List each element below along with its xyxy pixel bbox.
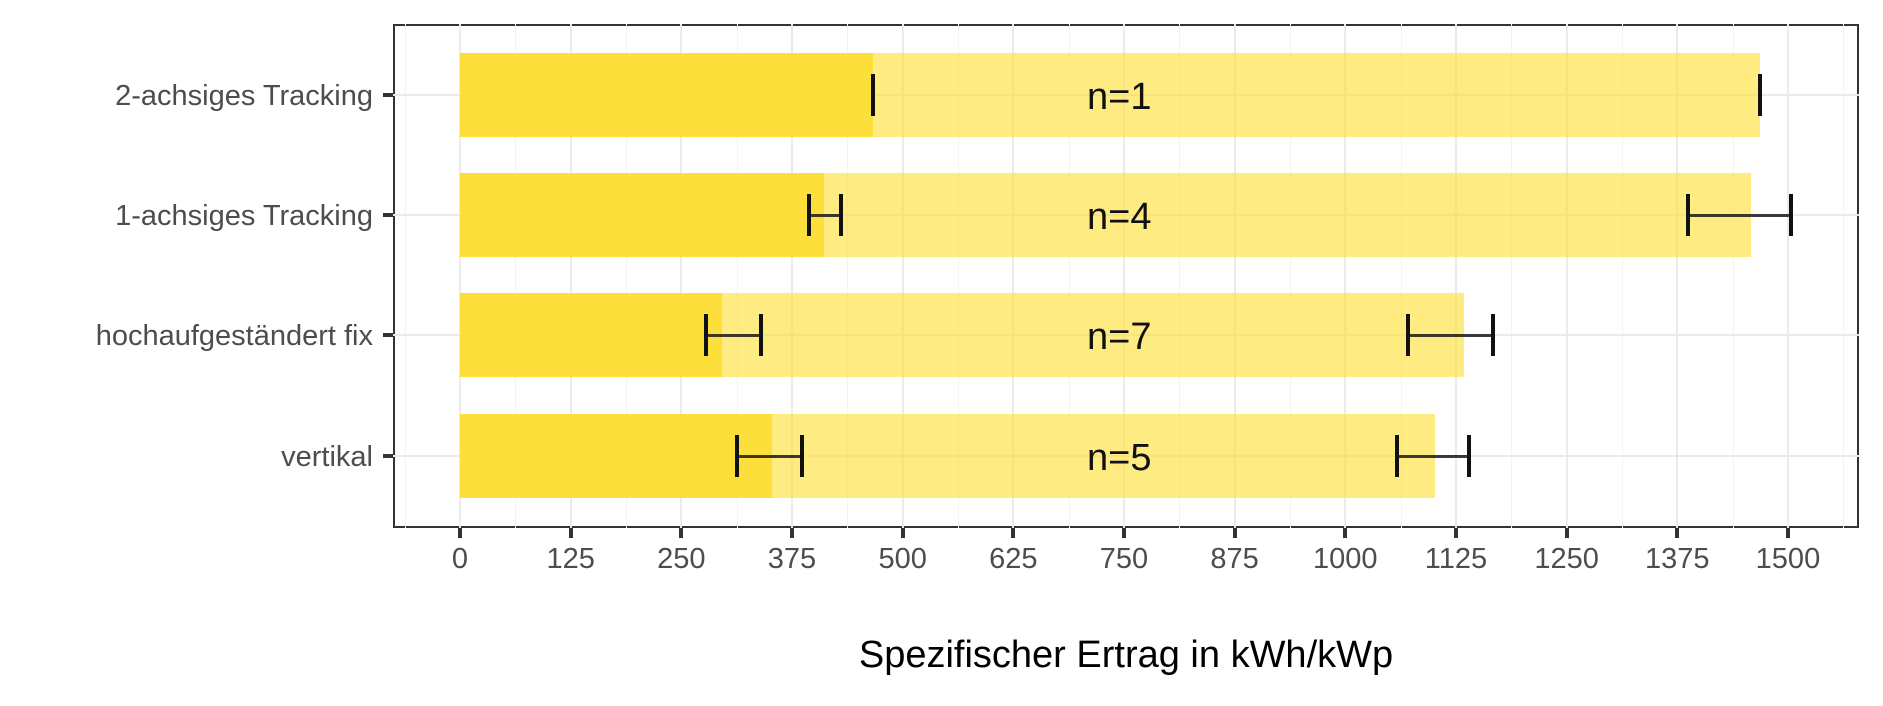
error-bar-line xyxy=(1687,214,1791,217)
x-axis-tick xyxy=(1232,528,1237,538)
error-bar-cap xyxy=(1491,314,1496,356)
x-axis-label: 750 xyxy=(1099,543,1149,575)
gridline-minor-x xyxy=(1179,24,1181,528)
x-axis-label: 1000 xyxy=(1313,543,1378,575)
sample-size-label: n=1 xyxy=(1087,76,1152,118)
gridline-major-x xyxy=(790,24,793,528)
x-axis-tick xyxy=(1121,528,1126,538)
x-axis-title: Spezifischer Ertrag in kWh/kWp xyxy=(858,634,1394,676)
gridline-minor-x xyxy=(625,24,627,528)
x-axis-tick xyxy=(1564,528,1569,538)
error-bar-line xyxy=(808,214,841,217)
gridline-major-x xyxy=(1454,24,1457,528)
error-bar-cap xyxy=(1467,435,1472,477)
bar-min-3 xyxy=(460,414,772,498)
gridline-major-x xyxy=(901,24,904,528)
error-bar-cap xyxy=(1788,194,1793,236)
x-axis-tick xyxy=(568,528,573,538)
gridline-major-x xyxy=(1565,24,1568,528)
error-bar-line xyxy=(1408,334,1494,337)
x-axis-label: 1500 xyxy=(1755,543,1821,575)
error-bar-line xyxy=(1396,455,1470,458)
x-axis-label: 125 xyxy=(546,543,595,575)
error-bar-cap xyxy=(1685,194,1690,236)
error-bar-cap xyxy=(1406,314,1411,356)
sample-size-label: n=7 xyxy=(1087,316,1152,358)
y-axis-label: hochaufgeständert fix xyxy=(95,320,373,352)
error-bar-cap xyxy=(1757,74,1762,116)
x-axis-tick xyxy=(458,528,462,538)
error-bar-cap xyxy=(704,314,709,356)
gridline-minor-x xyxy=(1289,24,1291,528)
x-axis-tick xyxy=(789,528,794,538)
sample-size-label: n=5 xyxy=(1087,437,1152,479)
gridline-major-x xyxy=(459,24,461,528)
y-axis-label: vertikal xyxy=(281,441,373,473)
y-axis-tick xyxy=(383,93,393,97)
gridline-minor-x xyxy=(1400,24,1402,528)
x-axis-label: 875 xyxy=(1210,543,1259,575)
x-axis-tick xyxy=(1343,528,1348,538)
y-axis-label: 1-achsiges Tracking xyxy=(115,200,373,232)
gridline-major-x xyxy=(680,24,683,528)
y-axis-label: 2-achsiges Tracking xyxy=(115,80,373,112)
bar-min-2 xyxy=(460,293,723,377)
gridline-major-x xyxy=(1786,24,1789,528)
gridline-minor-x xyxy=(404,24,406,528)
gridline-major-x xyxy=(1233,24,1236,528)
x-axis-label: 1250 xyxy=(1534,543,1599,575)
gridline-minor-x xyxy=(515,24,517,528)
y-axis-tick xyxy=(383,333,393,337)
x-axis-label: 0 xyxy=(451,543,469,575)
x-axis-label: 625 xyxy=(989,543,1038,575)
gridline-major-x xyxy=(569,24,572,528)
y-axis-tick xyxy=(383,213,393,217)
x-axis-label: 1375 xyxy=(1645,543,1710,575)
error-bar-cap xyxy=(870,74,875,116)
gridline-minor-x xyxy=(1732,24,1734,528)
x-axis-label: 500 xyxy=(878,543,927,575)
gridline-minor-x xyxy=(1068,24,1070,528)
x-axis-tick xyxy=(900,528,905,538)
error-bar-line xyxy=(706,334,761,337)
error-bar-cap xyxy=(759,314,763,356)
x-axis-tick xyxy=(1011,528,1016,538)
gridline-minor-x xyxy=(1843,24,1845,528)
gridline-minor-x xyxy=(847,24,849,528)
error-bar-cap xyxy=(735,435,740,477)
gridline-major-x xyxy=(1012,24,1015,528)
x-axis-tick xyxy=(1785,528,1790,538)
sample-size-label: n=4 xyxy=(1087,196,1152,238)
gridline-minor-x xyxy=(1621,24,1623,528)
gridline-minor-x xyxy=(1511,24,1513,528)
x-axis-label: 1125 xyxy=(1424,543,1488,575)
error-bar-cap xyxy=(799,435,804,477)
x-axis-label: 250 xyxy=(657,543,706,575)
bar-min-1 xyxy=(460,173,824,257)
x-axis-label: 375 xyxy=(767,543,817,575)
gridline-minor-x xyxy=(736,24,738,528)
error-bar-cap xyxy=(1394,435,1399,477)
gridline-major-x xyxy=(1344,24,1347,528)
x-axis-tick xyxy=(1675,528,1680,538)
gridline-major-x xyxy=(1122,24,1125,528)
gridline-minor-x xyxy=(957,24,959,528)
gridline-major-x xyxy=(1676,24,1679,528)
y-axis-tick xyxy=(383,454,393,458)
error-bar-cap xyxy=(838,194,843,236)
error-bar-cap xyxy=(806,194,811,236)
x-axis-tick xyxy=(679,528,684,538)
x-axis-tick xyxy=(1453,528,1458,538)
error-bar-line xyxy=(737,455,802,458)
bar-min-0 xyxy=(460,53,873,137)
